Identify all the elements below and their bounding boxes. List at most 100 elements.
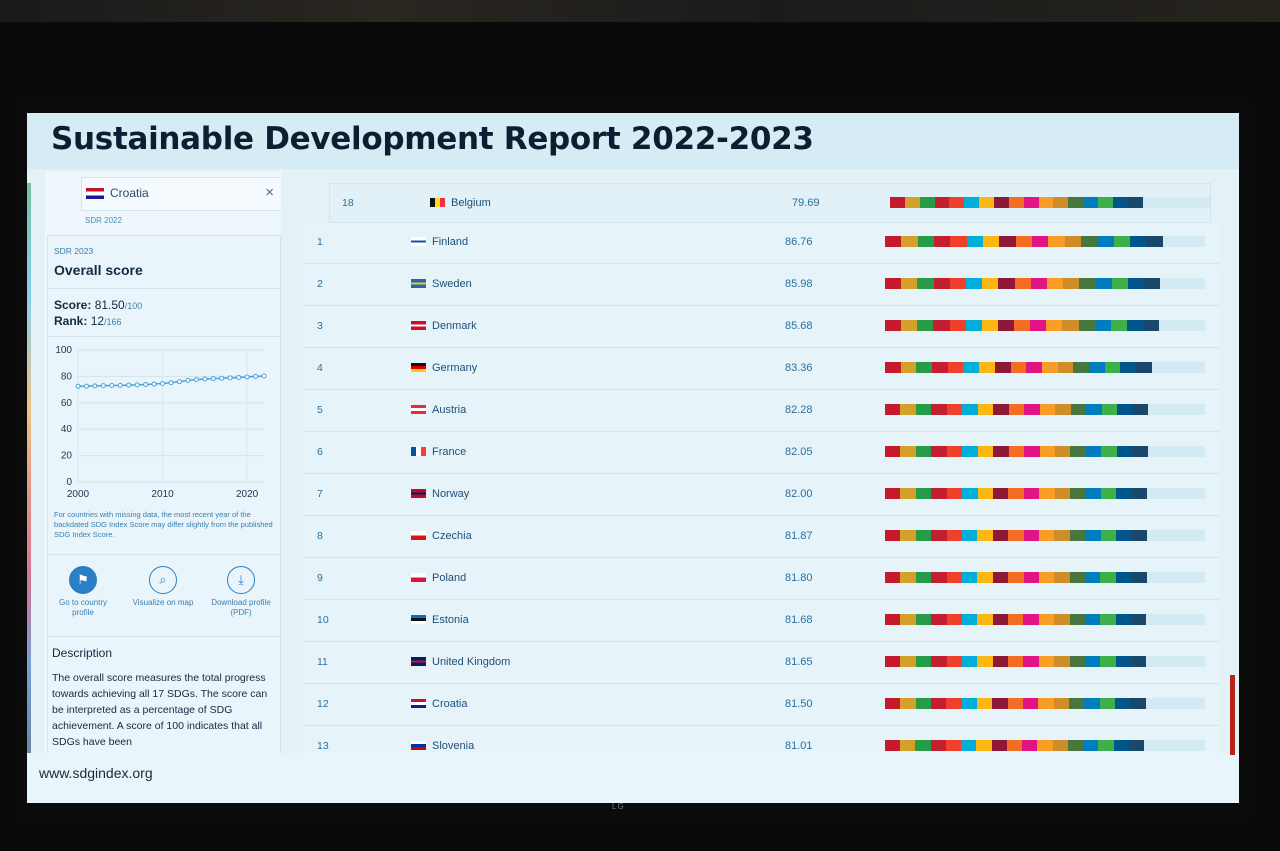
background-shelf — [0, 0, 1280, 22]
country-cell[interactable]: Austria — [411, 404, 466, 416]
y-tick-label: 20 — [61, 451, 73, 462]
sdg-segment — [930, 698, 947, 709]
country-cell[interactable]: Croatia — [411, 698, 467, 710]
sdg-segment — [1131, 614, 1147, 625]
sdg-segment — [1008, 446, 1025, 457]
sdg-segment — [1054, 446, 1071, 457]
country-cell[interactable]: United Kingdom — [411, 656, 510, 668]
table-row[interactable]: 8 Czechia 81.87 — [303, 517, 1219, 558]
country-cell[interactable]: Germany — [411, 362, 477, 374]
country-flag-icon — [411, 741, 426, 750]
sdg-segment — [1038, 656, 1055, 667]
sdg-segment — [1128, 740, 1144, 751]
rank-cell: 9 — [317, 572, 323, 584]
country-cell[interactable]: Sweden — [411, 278, 472, 290]
sdg-segment — [1046, 320, 1063, 331]
country-name: Austria — [432, 404, 467, 416]
sdg-progress-bar — [885, 614, 1147, 625]
rank-cell: 12 — [317, 698, 329, 710]
sdg-segment — [1008, 488, 1024, 499]
sdg-segment — [915, 488, 932, 499]
country-cell[interactable]: Finland — [411, 236, 468, 248]
download-profile-button[interactable]: ⤓ Download profile (PDF) — [206, 566, 276, 618]
sdg-segment — [900, 488, 916, 499]
sdg-segment — [1057, 362, 1074, 373]
y-tick-label: 100 — [55, 345, 72, 356]
sdg-segment — [885, 572, 901, 583]
divider — [48, 288, 280, 289]
country-search-box[interactable]: Croatia × — [81, 177, 281, 211]
sdg-segment — [1064, 236, 1081, 247]
overall-score-heading: Overall score — [54, 262, 143, 278]
table-row[interactable]: 4 Germany 83.36 — [303, 349, 1219, 390]
sdg-segment — [946, 404, 963, 415]
go-to-country-profile-button[interactable]: ⚑ Go to country profile — [48, 566, 118, 618]
score-cell: 82.28 — [785, 404, 813, 416]
sdg-segment — [1132, 404, 1149, 415]
sdg-segment — [1084, 656, 1101, 667]
sdg-segment — [1129, 236, 1147, 247]
sdg-segment — [945, 740, 962, 751]
table-row[interactable]: 13 Slovenia 81.01 — [303, 727, 1219, 757]
country-cell[interactable]: France — [411, 446, 466, 458]
pinned-row[interactable]: 18 Belgium 79.69 — [329, 183, 1211, 223]
sdg-segment — [1146, 236, 1163, 247]
sdg-segment — [1073, 362, 1089, 373]
country-cell[interactable]: Belgium — [430, 197, 491, 209]
sdr-prev-label[interactable]: SDR 2022 — [85, 216, 122, 225]
visualize-on-map-button[interactable]: ⌕ Visualize on map — [128, 566, 198, 608]
sdg-segment — [1010, 362, 1027, 373]
rank-cell: 7 — [317, 488, 323, 500]
country-cell[interactable]: Norway — [411, 488, 469, 500]
sdg-segment — [1039, 446, 1055, 457]
country-cell[interactable]: Estonia — [411, 614, 469, 626]
sdg-progress-track — [885, 614, 1205, 625]
y-tick-label: 80 — [61, 371, 73, 382]
table-row[interactable]: 5 Austria 82.28 — [303, 391, 1219, 432]
sdg-segment — [1041, 362, 1058, 373]
sdg-segment — [946, 488, 963, 499]
sdg-segment — [1097, 236, 1114, 247]
table-row[interactable]: 6 France 82.05 — [303, 433, 1219, 474]
sdg-progress-bar — [885, 530, 1147, 541]
sdg-segment — [933, 236, 951, 247]
sdg-segment — [931, 530, 947, 541]
country-cell[interactable]: Czechia — [411, 530, 472, 542]
sdg-segment — [931, 572, 947, 583]
sdg-progress-bar — [885, 320, 1160, 331]
country-cell[interactable]: Poland — [411, 572, 466, 584]
sdg-segment — [992, 530, 1009, 541]
country-flag-icon — [411, 405, 426, 414]
sdg-segment — [1130, 698, 1146, 709]
sdg-segment — [1120, 362, 1136, 373]
country-cell[interactable]: Slovenia — [411, 740, 474, 752]
country-name: Sweden — [432, 278, 472, 290]
table-row[interactable]: 10 Estonia 81.68 — [303, 601, 1219, 642]
sdg-segment — [1023, 197, 1039, 208]
sdg-segment — [1038, 698, 1054, 709]
close-icon[interactable]: × — [265, 184, 274, 201]
rank-cell: 8 — [317, 530, 323, 542]
table-row[interactable]: 3 Denmark 85.68 — [303, 307, 1219, 348]
sdg-segment — [1069, 614, 1085, 625]
table-row[interactable]: 12 Croatia 81.50 — [303, 685, 1219, 726]
sdg-segment — [1007, 698, 1023, 709]
sdg-segment — [992, 614, 1008, 625]
sdg-segment — [946, 530, 963, 541]
table-row[interactable]: 11 United Kingdom 81.65 — [303, 643, 1219, 684]
country-name: Belgium — [451, 197, 491, 209]
presentation-screen: Sustainable Development Report 2022-2023… — [27, 113, 1239, 803]
table-row[interactable]: 2 Sweden 85.98 — [303, 265, 1219, 306]
sdg-segment — [1132, 446, 1148, 457]
sdg-progress-track — [885, 236, 1205, 247]
country-cell[interactable]: Denmark — [411, 320, 477, 332]
ranking-table: 18 Belgium 79.69 1 Finland 86.76 2 Sweden 85.98 3… — [303, 177, 1223, 757]
sdg-segment — [1101, 446, 1117, 457]
table-row[interactable]: 1 Finland 86.76 — [303, 223, 1219, 264]
table-row[interactable]: 9 Poland 81.80 — [303, 559, 1219, 600]
table-row[interactable]: 7 Norway 82.00 — [303, 475, 1219, 516]
sdg-segment — [1144, 278, 1161, 289]
sdg-segment — [885, 278, 902, 289]
sdg-segment — [1116, 446, 1133, 457]
